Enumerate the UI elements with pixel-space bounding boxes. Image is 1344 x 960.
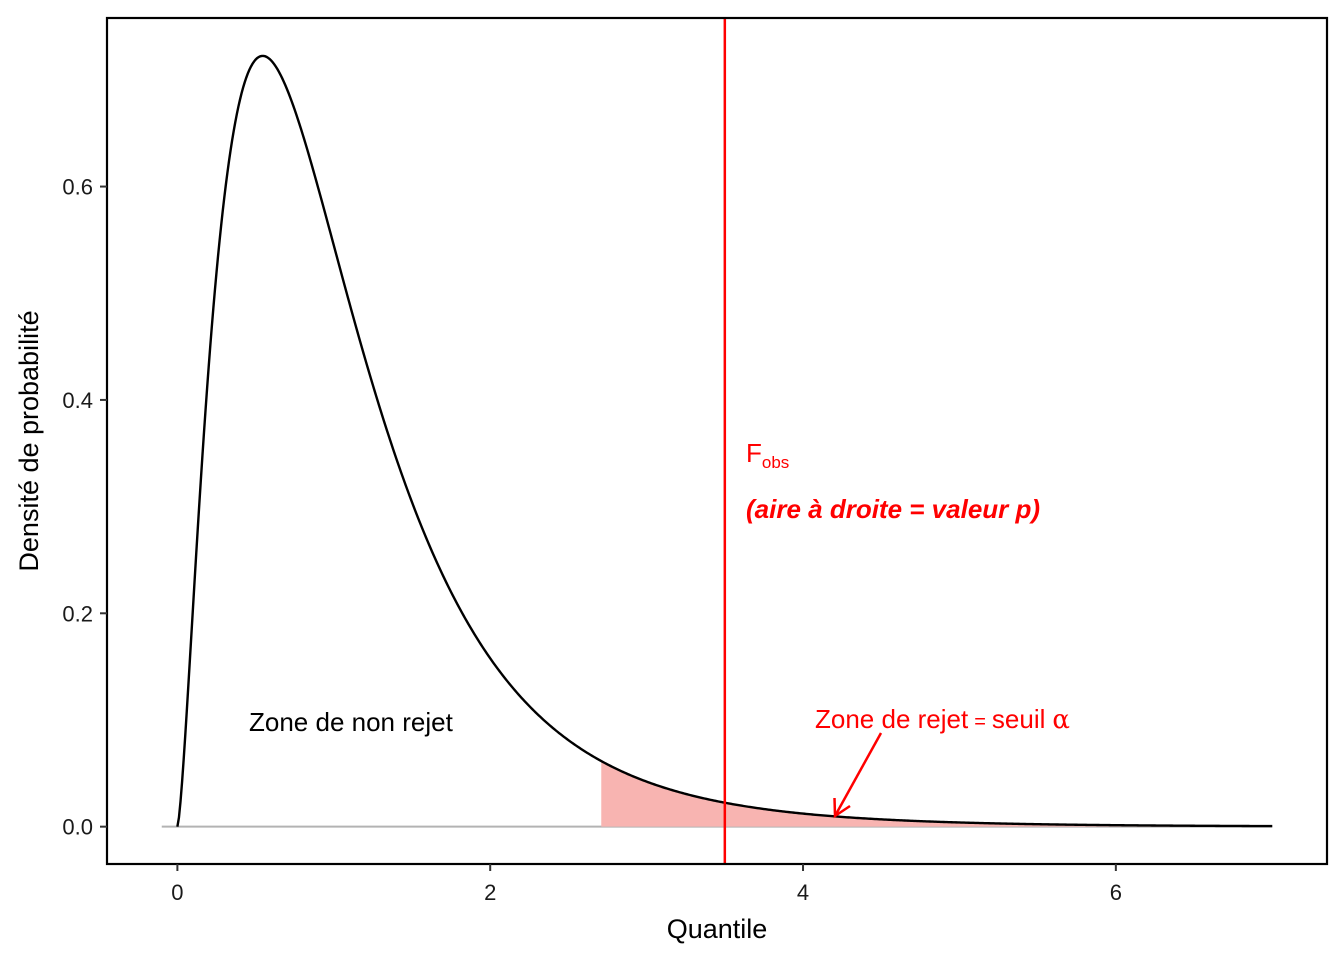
f-obs-subscript: obs bbox=[762, 453, 789, 472]
x-axis-title: Quantile bbox=[667, 914, 768, 944]
reject-arrow-head bbox=[833, 797, 851, 819]
non-reject-zone-label: Zone de non rejet bbox=[249, 707, 454, 737]
panel-border bbox=[105, 16, 1329, 866]
y-tick-label: 0.2 bbox=[62, 601, 93, 626]
axes: 0 2 4 6 0.0 0.2 0.4 0.6 Quantile Densité de proba… bbox=[14, 16, 1329, 944]
x-tick-label: 4 bbox=[797, 880, 809, 905]
f-obs-label: Fobs bbox=[746, 438, 789, 472]
reject-zone-arrow bbox=[833, 732, 883, 819]
reject-zone-label: Zone de rejet = seuil α bbox=[815, 704, 1070, 735]
reject-zone-text: Zone de rejet bbox=[815, 704, 969, 734]
reject-zone-alpha: α bbox=[1052, 705, 1070, 735]
p-value-note: (aire à droite = valeur p) bbox=[746, 494, 1040, 524]
reject-zone-eq: = bbox=[974, 711, 986, 733]
x-tick-label: 2 bbox=[484, 880, 496, 905]
y-axis-title: Densité de probabilité bbox=[14, 310, 44, 571]
reject-zone-seuil: seuil bbox=[992, 704, 1045, 734]
annotations: Zone de non rejet Fobs (aire à droite = … bbox=[249, 438, 1070, 819]
rejection-region bbox=[601, 761, 1273, 827]
f-obs-main: F bbox=[746, 438, 762, 468]
y-tick-label: 0.4 bbox=[62, 388, 93, 413]
y-tick-label: 0.6 bbox=[62, 175, 93, 200]
x-tick-label: 6 bbox=[1110, 880, 1122, 905]
y-tick-label: 0.0 bbox=[62, 815, 93, 840]
plot-area bbox=[161, 18, 1273, 864]
x-tick-label: 0 bbox=[171, 880, 183, 905]
reject-arrow-shaft bbox=[833, 732, 883, 817]
